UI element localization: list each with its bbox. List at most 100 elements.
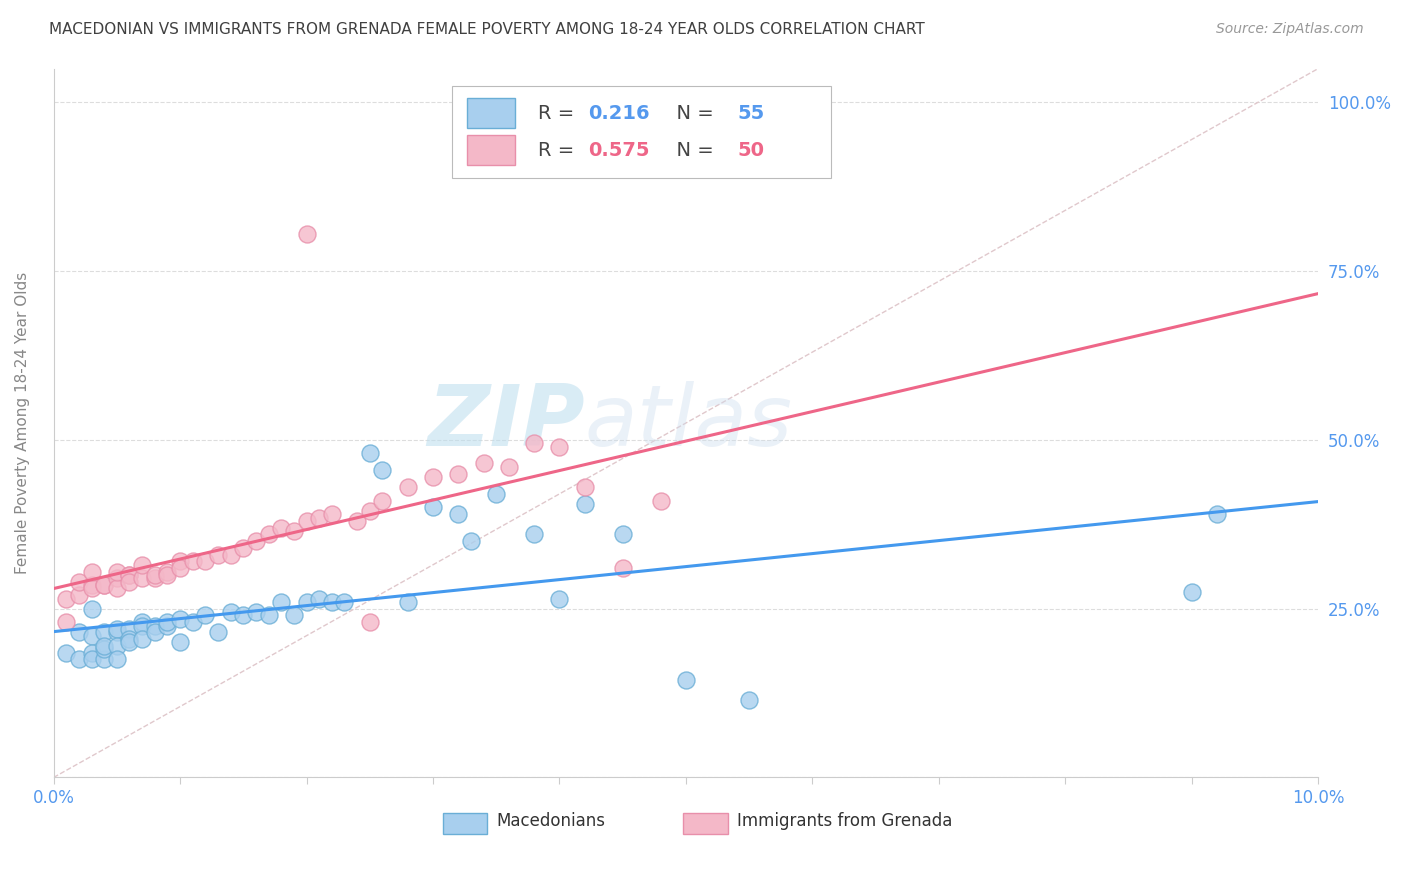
Point [675,673,697,687]
Point [485,487,508,501]
Point [612,527,634,541]
Point [257,608,280,623]
Point [118,568,141,582]
Point [118,632,141,646]
Text: 0.216: 0.216 [589,103,650,123]
Point [232,541,254,555]
Point [80,652,103,666]
Point [422,470,444,484]
Point [156,618,179,632]
Point [219,548,242,562]
Point [80,646,103,660]
Point [738,693,761,707]
Point [1181,584,1204,599]
Point [612,561,634,575]
Point [574,480,596,494]
Point [67,588,90,602]
Text: ZIP: ZIP [427,382,585,465]
FancyBboxPatch shape [683,813,728,834]
Point [169,554,191,568]
Point [131,571,153,585]
Point [194,554,217,568]
Point [321,595,343,609]
Point [93,578,115,592]
FancyBboxPatch shape [467,136,515,165]
Text: N =: N = [665,141,720,160]
Point [270,521,292,535]
Text: 50: 50 [738,141,765,160]
Point [321,507,343,521]
Point [447,507,470,521]
Point [333,595,356,609]
Point [574,497,596,511]
Point [523,436,546,450]
Point [105,639,128,653]
Point [219,605,242,619]
Point [93,578,115,592]
Point [156,565,179,579]
Point [295,514,318,528]
Point [105,652,128,666]
Point [105,622,128,636]
Point [207,625,229,640]
Point [105,625,128,640]
Point [80,578,103,592]
Point [93,639,115,653]
Point [131,632,153,646]
Point [548,591,571,606]
Point [650,493,672,508]
Point [80,629,103,643]
Point [460,534,482,549]
Point [131,618,153,632]
Point [359,446,381,460]
Point [371,463,394,477]
Point [105,582,128,596]
Point [245,605,267,619]
Point [181,554,204,568]
Text: Source: ZipAtlas.com: Source: ZipAtlas.com [1216,22,1364,37]
Point [371,493,394,508]
Point [283,524,305,538]
Point [359,504,381,518]
Point [207,548,229,562]
Point [80,565,103,579]
Point [93,625,115,640]
Point [396,480,419,494]
Point [295,227,318,241]
Point [55,646,77,660]
Text: 55: 55 [738,103,765,123]
Text: R =: R = [538,103,581,123]
Point [105,571,128,585]
Point [283,608,305,623]
Point [118,622,141,636]
Point [131,615,153,629]
Point [105,565,128,579]
Point [295,595,318,609]
Point [143,571,166,585]
Point [118,635,141,649]
Point [93,652,115,666]
Point [346,514,368,528]
Point [181,615,204,629]
Point [67,652,90,666]
Point [396,595,419,609]
Point [523,527,546,541]
Point [270,595,292,609]
Point [308,591,330,606]
Point [93,642,115,657]
Text: Macedonians: Macedonians [496,813,605,830]
Point [194,608,217,623]
Point [422,500,444,515]
Text: 0.575: 0.575 [589,141,650,160]
Point [169,635,191,649]
Point [447,467,470,481]
Point [55,591,77,606]
Point [67,625,90,640]
Point [67,574,90,589]
Point [143,625,166,640]
Text: Immigrants from Grenada: Immigrants from Grenada [737,813,952,830]
Point [80,601,103,615]
Text: MACEDONIAN VS IMMIGRANTS FROM GRENADA FEMALE POVERTY AMONG 18-24 YEAR OLDS CORRE: MACEDONIAN VS IMMIGRANTS FROM GRENADA FE… [49,22,925,37]
Point [143,618,166,632]
Point [245,534,267,549]
